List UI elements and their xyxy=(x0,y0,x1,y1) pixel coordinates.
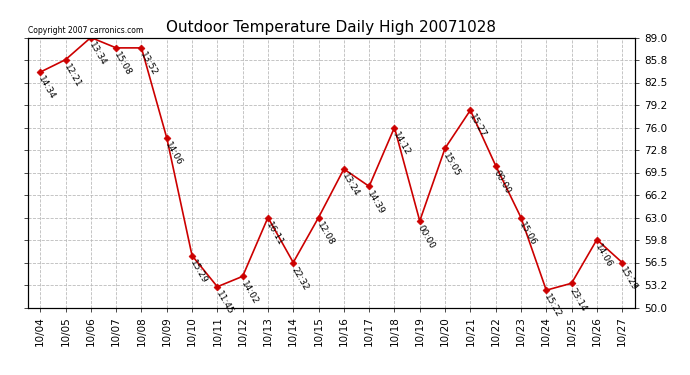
Text: 22:32: 22:32 xyxy=(290,265,310,292)
Text: 15:29: 15:29 xyxy=(618,265,639,292)
Text: 15:08: 15:08 xyxy=(112,51,133,78)
Text: 00:00: 00:00 xyxy=(416,224,437,251)
Title: Outdoor Temperature Daily High 20071028: Outdoor Temperature Daily High 20071028 xyxy=(166,20,496,35)
Text: 11:45: 11:45 xyxy=(214,290,235,316)
Text: 15:05: 15:05 xyxy=(442,151,462,178)
Text: 12:21: 12:21 xyxy=(62,62,83,89)
Text: 14:06: 14:06 xyxy=(163,141,184,168)
Text: 16:11: 16:11 xyxy=(264,220,285,247)
Text: 13:34: 13:34 xyxy=(87,40,108,67)
Text: 13:24: 13:24 xyxy=(340,172,361,198)
Text: 23:14: 23:14 xyxy=(568,286,589,313)
Text: 15:27: 15:27 xyxy=(466,113,487,140)
Text: 14:06: 14:06 xyxy=(593,242,614,269)
Text: Copyright 2007 carronics.com: Copyright 2007 carronics.com xyxy=(28,26,143,35)
Text: 15:22: 15:22 xyxy=(542,293,563,320)
Text: 14:39: 14:39 xyxy=(366,189,386,216)
Text: 14:02: 14:02 xyxy=(239,279,259,306)
Text: 12:08: 12:08 xyxy=(315,220,335,247)
Text: 14:12: 14:12 xyxy=(391,130,411,157)
Text: 15:29: 15:29 xyxy=(188,258,209,285)
Text: 13:52: 13:52 xyxy=(138,51,159,78)
Text: 14:34: 14:34 xyxy=(37,75,57,102)
Text: 00:00: 00:00 xyxy=(492,168,513,195)
Text: 15:06: 15:06 xyxy=(518,220,538,247)
